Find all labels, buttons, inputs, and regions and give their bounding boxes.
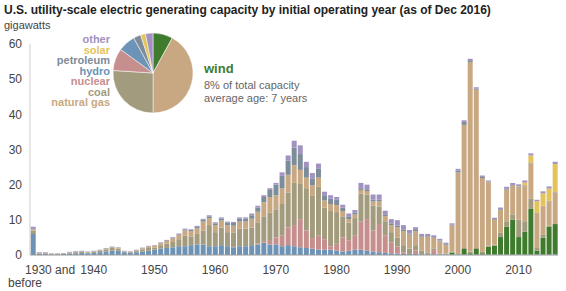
html-text:other: other bbox=[82, 33, 110, 45]
svg-text:0: 0 bbox=[15, 248, 22, 262]
svg-text:1950: 1950 bbox=[141, 263, 168, 277]
html-text:solar: solar bbox=[83, 43, 110, 56]
html-text:natural gas: natural gas bbox=[51, 96, 110, 108]
svg-text:10: 10 bbox=[9, 213, 23, 227]
html-text:petroleum: petroleum bbox=[56, 54, 110, 66]
svg-text:1970: 1970 bbox=[262, 263, 289, 277]
svg-text:30: 30 bbox=[9, 143, 23, 157]
svg-text:2000: 2000 bbox=[445, 263, 472, 277]
html-text:average age: 7 years: average age: 7 years bbox=[204, 92, 308, 104]
svg-text:50: 50 bbox=[9, 72, 23, 86]
html-text:coal: coal bbox=[88, 85, 110, 98]
svg-text:2010: 2010 bbox=[505, 263, 532, 277]
svg-text:1990: 1990 bbox=[384, 263, 411, 277]
svg-text:1980: 1980 bbox=[323, 263, 350, 277]
svg-text:before: before bbox=[8, 276, 42, 290]
svg-text:1930 and: 1930 and bbox=[25, 263, 75, 277]
svg-text:40: 40 bbox=[9, 108, 23, 122]
html-text:U.S. utility-scale electric ge: U.S. utility-scale electric generating c… bbox=[4, 3, 491, 17]
html-text:gigawatts: gigawatts bbox=[4, 19, 51, 31]
html-text:8% of total capacity: 8% of total capacity bbox=[204, 79, 300, 91]
html-text:hydro: hydro bbox=[79, 64, 110, 77]
svg-text:1940: 1940 bbox=[80, 263, 107, 277]
svg-text:60: 60 bbox=[9, 37, 23, 51]
html-text:wind: wind bbox=[204, 61, 234, 76]
svg-text:20: 20 bbox=[9, 178, 23, 192]
html-text:nuclear: nuclear bbox=[70, 75, 110, 87]
svg-text:1960: 1960 bbox=[202, 263, 229, 277]
